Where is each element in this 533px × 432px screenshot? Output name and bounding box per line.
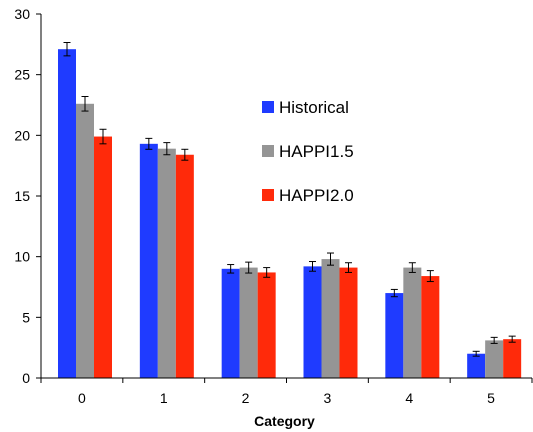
x-tick-label: 4 bbox=[405, 390, 413, 406]
bar-happi1-5-3 bbox=[321, 259, 340, 378]
error-bar bbox=[490, 336, 498, 344]
bar-historical-1 bbox=[139, 143, 158, 378]
bar-happi1-5-2 bbox=[239, 267, 258, 378]
bar-happi2-0-0 bbox=[94, 136, 112, 378]
error-bars-layer bbox=[63, 42, 516, 357]
bar-happi1-5-5 bbox=[485, 340, 504, 378]
bar-happi2-0-5 bbox=[503, 339, 522, 378]
bar-happi2-0-1 bbox=[175, 154, 194, 378]
bar-historical-5 bbox=[467, 353, 486, 378]
bar-happi2-0-4 bbox=[421, 276, 440, 378]
error-bar bbox=[145, 137, 153, 150]
error-bar bbox=[227, 264, 235, 274]
y-tick-label: 0 bbox=[22, 370, 30, 386]
y-axis-ticks: 0 5 10 15 20 25 30 bbox=[14, 6, 41, 386]
bar-happi1-5-4 bbox=[403, 267, 422, 378]
error-bar bbox=[408, 262, 416, 273]
bar-happi2-0-2 bbox=[257, 272, 276, 378]
legend: Historical HAPPI1.5 HAPPI2.0 bbox=[262, 98, 354, 205]
y-tick-label: 15 bbox=[14, 188, 30, 204]
bar-historical-2 bbox=[221, 268, 240, 378]
x-axis-title: Category bbox=[254, 413, 315, 429]
y-tick-label: 25 bbox=[14, 67, 30, 83]
y-tick-label: 20 bbox=[14, 127, 30, 143]
error-bar bbox=[390, 288, 398, 298]
error-bar bbox=[99, 128, 107, 145]
error-bar bbox=[245, 261, 253, 274]
bar-historical-4 bbox=[385, 293, 404, 378]
y-tick-label: 5 bbox=[22, 309, 30, 325]
legend-label: Historical bbox=[279, 98, 349, 117]
error-bar bbox=[163, 142, 171, 156]
x-tick-label: 5 bbox=[487, 390, 495, 406]
error-bar bbox=[81, 96, 89, 112]
bar-happi2-0-3 bbox=[339, 267, 358, 378]
bar-happi1-5-1 bbox=[157, 148, 176, 378]
bars-layer bbox=[58, 49, 522, 378]
x-tick-label: 0 bbox=[78, 390, 86, 406]
error-bar bbox=[426, 270, 434, 283]
y-tick-label: 10 bbox=[14, 249, 30, 265]
error-bar bbox=[263, 267, 271, 278]
x-axis-ticks: 0 1 2 3 4 5 bbox=[40, 378, 533, 406]
x-tick-label: 1 bbox=[160, 390, 168, 406]
error-bar bbox=[345, 262, 352, 273]
bar-historical-0 bbox=[58, 49, 76, 378]
error-bar bbox=[309, 261, 316, 272]
legend-label: HAPPI2.0 bbox=[279, 186, 354, 205]
error-bar bbox=[181, 148, 189, 161]
legend-swatch bbox=[262, 189, 274, 201]
bar-historical-3 bbox=[303, 266, 322, 378]
x-tick-label: 2 bbox=[242, 390, 250, 406]
x-tick-label: 3 bbox=[324, 390, 332, 406]
error-bar bbox=[327, 252, 334, 266]
error-bar bbox=[472, 350, 480, 357]
legend-swatch bbox=[262, 145, 274, 157]
error-bar bbox=[508, 335, 516, 343]
legend-swatch bbox=[262, 101, 274, 113]
y-tick-label: 30 bbox=[14, 6, 30, 22]
legend-label: HAPPI1.5 bbox=[279, 142, 354, 161]
error-bar bbox=[63, 42, 71, 57]
bar-happi1-5-0 bbox=[76, 103, 94, 378]
